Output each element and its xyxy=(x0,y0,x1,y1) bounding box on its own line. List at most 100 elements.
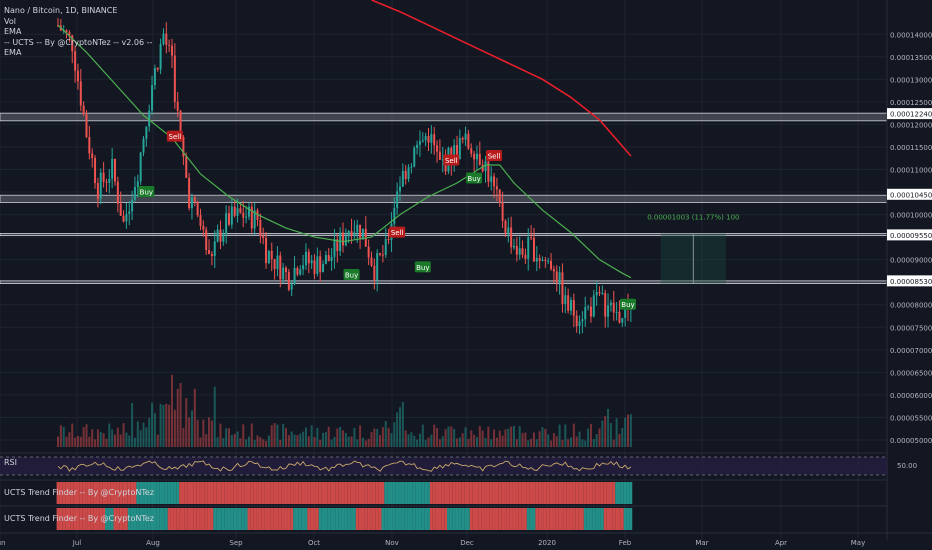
signal-buy: Buy xyxy=(343,268,360,280)
candle-body xyxy=(570,299,572,311)
trend-bar-1 xyxy=(79,482,83,504)
trend-bar-2 xyxy=(472,508,476,530)
candle-body xyxy=(350,231,353,236)
trend-bar-2 xyxy=(524,508,527,530)
trend-finder-label-1[interactable]: UCTS Trend Finder -- By @CryptoNTez xyxy=(4,488,154,497)
trend-bar-1 xyxy=(276,482,279,504)
trend-bar-1 xyxy=(575,482,579,504)
legend-volume[interactable]: Vol xyxy=(4,16,16,26)
volume-bar xyxy=(122,423,125,447)
rsi-panel-label[interactable]: RSI xyxy=(4,458,17,467)
volume-bar xyxy=(604,416,607,447)
candle-body xyxy=(239,208,242,213)
trend-bar-2 xyxy=(307,508,311,530)
volume-bar xyxy=(210,420,213,447)
candle-body xyxy=(145,126,148,139)
trend-bar-1 xyxy=(429,482,433,504)
trend-bar-2 xyxy=(233,508,237,530)
time-tick-label: Dec xyxy=(460,539,474,547)
candle-body xyxy=(615,311,618,313)
candle-body xyxy=(273,259,276,270)
trend-bar-2 xyxy=(287,508,291,530)
legend-ema[interactable]: EMA xyxy=(4,27,22,36)
legend-symbol-title[interactable]: Nano / Bitcoin, 1D, BINANCE xyxy=(4,6,118,15)
time-tick-label: May xyxy=(851,539,865,547)
volume-bar xyxy=(376,429,379,447)
trend-bar-2 xyxy=(452,508,456,530)
legend-ucts[interactable]: -- UCTS -- By @CryptoNTez -- v2.06 -- xyxy=(4,37,153,47)
trend-bar-1 xyxy=(219,482,222,504)
trend-bar-1 xyxy=(287,482,291,504)
trend-bar-1 xyxy=(506,482,510,504)
volume-bar xyxy=(185,398,188,447)
trend-bar-2 xyxy=(182,508,185,530)
trend-bar-2 xyxy=(93,508,97,530)
trend-bar-1 xyxy=(273,482,276,504)
trend-bar-2 xyxy=(458,508,462,530)
trend-bar-1 xyxy=(398,482,402,504)
volume-bar xyxy=(290,431,293,447)
trend-bar-2 xyxy=(207,508,211,530)
volume-bar xyxy=(307,436,310,447)
candle-body xyxy=(222,233,225,242)
volume-bar xyxy=(444,429,447,447)
trend-bar-1 xyxy=(170,482,174,504)
trend-bar-2 xyxy=(258,508,262,530)
trend-finder-label-2[interactable]: UCTS Trend Finder -- By @CryptoNTez xyxy=(4,514,154,523)
trend-bar-2 xyxy=(170,508,174,530)
trend-bar-1 xyxy=(156,482,160,504)
legend-ema-2[interactable]: EMA xyxy=(4,48,22,57)
trend-bar-2 xyxy=(327,508,331,530)
trend-bar-1 xyxy=(478,482,482,504)
trend-bar-1 xyxy=(355,482,359,504)
trend-bar-2 xyxy=(541,508,544,530)
candle-body xyxy=(456,145,458,160)
trend-bar-2 xyxy=(239,508,242,530)
trend-bar-2 xyxy=(538,508,542,530)
candle-body xyxy=(552,269,555,272)
candle-body xyxy=(544,259,547,261)
trend-bar-2 xyxy=(478,508,482,530)
trend-bar-2 xyxy=(76,508,80,530)
candle-body xyxy=(495,186,498,190)
trend-bar-2 xyxy=(501,508,504,530)
volume-bar xyxy=(404,430,407,447)
trend-bar-2 xyxy=(201,508,205,530)
trend-bar-2 xyxy=(583,508,587,530)
price-label: 0.00009550 xyxy=(890,232,932,240)
candle-body xyxy=(310,260,313,264)
candles xyxy=(57,18,632,335)
trend-bar-2 xyxy=(276,508,279,530)
candle-body xyxy=(521,248,524,255)
candle-body xyxy=(458,137,461,160)
signal-box xyxy=(166,130,183,142)
trend-bar-1 xyxy=(59,482,63,504)
volume-bar xyxy=(276,424,279,447)
price-tick-label: 0.00013500 xyxy=(890,54,932,62)
trend-bar-1 xyxy=(87,482,91,504)
volume-bar xyxy=(79,436,82,447)
candle-body xyxy=(125,213,128,222)
volume-bar xyxy=(493,429,496,447)
trend-bar-2 xyxy=(546,508,550,530)
trend-bar-1 xyxy=(56,482,60,504)
price-tick-label: 0.00005500 xyxy=(890,414,932,422)
signal-box xyxy=(138,186,155,198)
volume-bar xyxy=(302,431,305,447)
trend-bar-1 xyxy=(68,482,71,504)
volume-bar xyxy=(552,433,555,447)
trend-bar-1 xyxy=(213,482,217,504)
volume-bar xyxy=(530,438,533,447)
volume-bar xyxy=(171,374,173,447)
trend-bar-1 xyxy=(241,482,245,504)
candle-body xyxy=(481,164,484,172)
volume-bar xyxy=(76,435,79,447)
candle-body xyxy=(219,229,222,242)
volume-bar xyxy=(68,432,71,447)
trend-bar-1 xyxy=(210,482,214,504)
trend-bar-1 xyxy=(144,482,148,504)
candle-body xyxy=(173,55,176,102)
candle-body xyxy=(114,158,116,182)
volume-bar xyxy=(196,419,199,447)
